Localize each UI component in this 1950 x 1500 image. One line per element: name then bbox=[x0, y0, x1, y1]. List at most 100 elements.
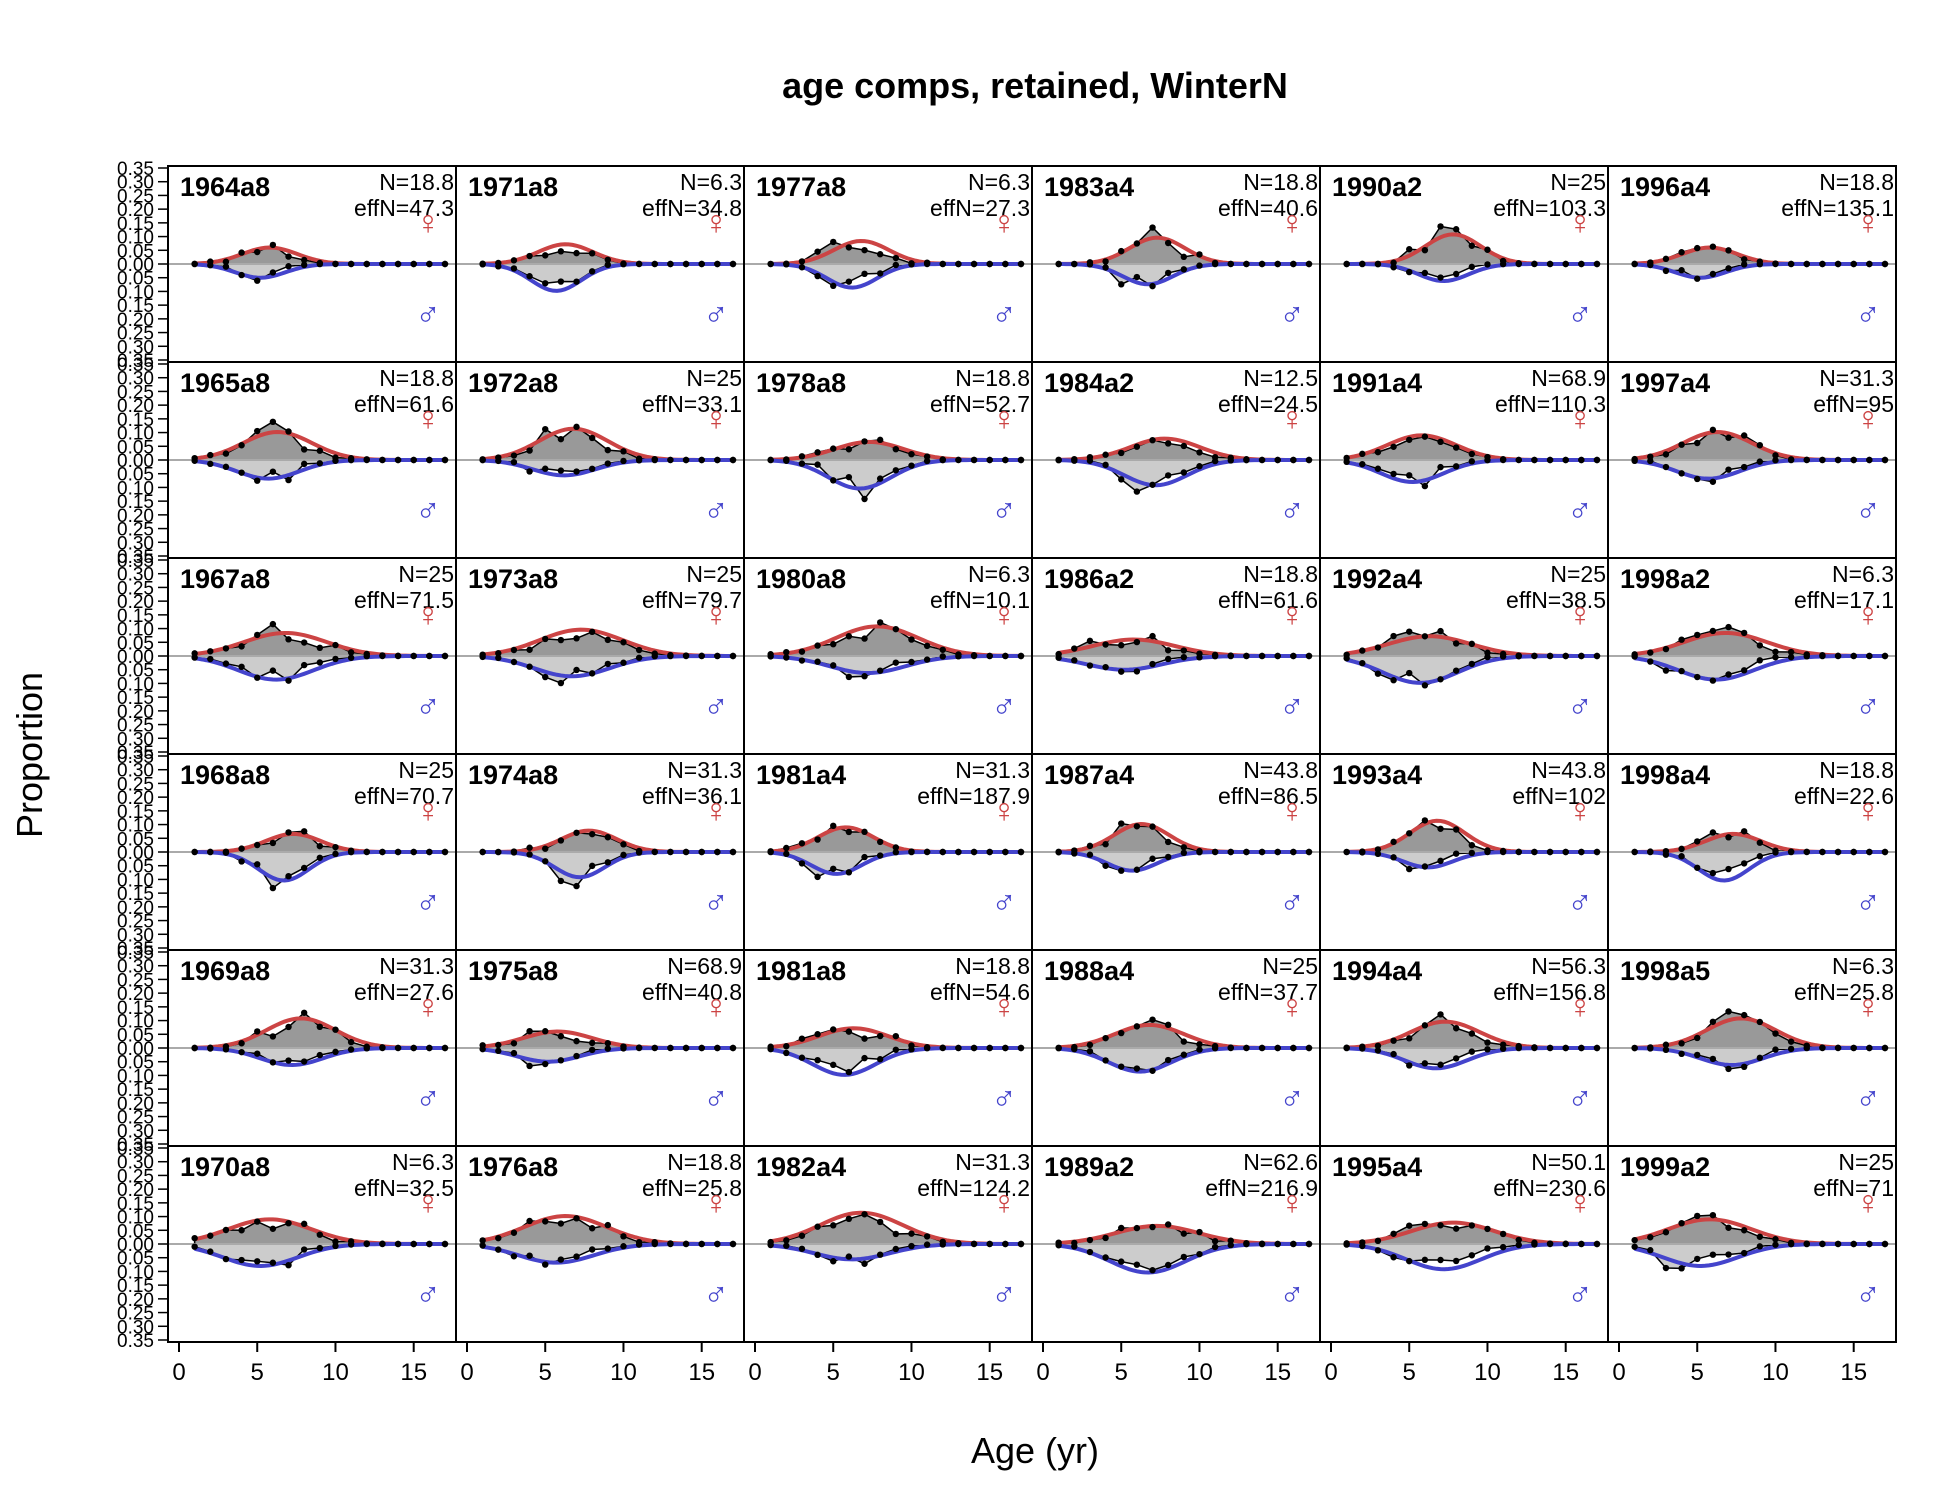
obs-point bbox=[1531, 456, 1538, 464]
obs-point bbox=[542, 1218, 549, 1225]
y-tick-label: 0.10 bbox=[117, 1012, 154, 1033]
obs-point bbox=[1725, 1008, 1732, 1015]
obs-point bbox=[1546, 260, 1554, 268]
obs-point bbox=[1694, 1212, 1701, 1220]
obs-point bbox=[285, 1219, 292, 1227]
obs-point bbox=[1662, 1229, 1670, 1236]
y-tick-label: 0.00 bbox=[117, 1235, 154, 1256]
obs-point bbox=[861, 635, 868, 642]
obs-point bbox=[1017, 1044, 1025, 1052]
chart-title: age comps, retained, WinterN bbox=[782, 65, 1288, 106]
obs-point bbox=[830, 662, 837, 669]
obs-point bbox=[1803, 1044, 1810, 1052]
y-tick-label: 0.30 bbox=[117, 1121, 154, 1142]
obs-point bbox=[300, 1058, 308, 1065]
obs-point bbox=[238, 1227, 245, 1234]
obs-point bbox=[635, 260, 643, 268]
panel-effn: effN=25.8 bbox=[642, 1175, 742, 1201]
obs-point bbox=[798, 1232, 806, 1239]
obs-point bbox=[1593, 1044, 1601, 1052]
obs-point bbox=[510, 257, 518, 264]
obs-point bbox=[876, 1218, 884, 1226]
obs-point bbox=[1133, 1065, 1141, 1072]
obs-point bbox=[426, 1044, 433, 1052]
panel-n: N=18.8 bbox=[1819, 169, 1894, 195]
obs-point bbox=[651, 652, 658, 660]
y-axis-label: Proportion bbox=[9, 672, 50, 838]
obs-point bbox=[1390, 854, 1397, 861]
obs-point bbox=[604, 834, 612, 841]
obs-point bbox=[542, 425, 549, 433]
male-symbol-icon: ♂ bbox=[703, 492, 729, 530]
obs-point bbox=[1709, 270, 1717, 278]
obs-point bbox=[798, 657, 806, 664]
panel-label: 1990a2 bbox=[1332, 172, 1422, 202]
female-symbol-icon: ♀ bbox=[1279, 1184, 1305, 1222]
panel-n: N=18.8 bbox=[955, 365, 1030, 391]
obs-point bbox=[1740, 432, 1748, 439]
obs-point bbox=[557, 1033, 565, 1040]
obs-point bbox=[573, 1215, 580, 1222]
obs-point bbox=[1086, 851, 1094, 858]
obs-point bbox=[1374, 670, 1382, 677]
obs-point bbox=[526, 646, 533, 653]
obs-point bbox=[861, 1035, 868, 1042]
obs-point bbox=[1437, 1256, 1444, 1264]
obs-point bbox=[1086, 457, 1094, 464]
panel-n: N=25 bbox=[398, 561, 454, 587]
obs-point bbox=[495, 1246, 502, 1253]
obs-point bbox=[798, 840, 806, 847]
obs-point bbox=[861, 1260, 868, 1267]
obs-point bbox=[1578, 1240, 1585, 1248]
obs-point bbox=[1374, 1047, 1382, 1054]
x-tick-label: 0 bbox=[1612, 1359, 1625, 1386]
obs-point bbox=[1133, 668, 1141, 675]
obs-point bbox=[300, 446, 308, 453]
obs-point bbox=[1694, 439, 1701, 447]
obs-point bbox=[285, 476, 292, 484]
panel-n: N=25 bbox=[686, 365, 742, 391]
female-symbol-icon: ♀ bbox=[1567, 1184, 1593, 1222]
obs-point bbox=[1149, 1223, 1156, 1231]
obs-point bbox=[986, 1240, 993, 1248]
obs-point bbox=[1437, 627, 1444, 635]
obs-point bbox=[207, 655, 214, 663]
obs-point bbox=[347, 1046, 355, 1053]
expected-male-line bbox=[1058, 1242, 1309, 1275]
obs-point bbox=[667, 456, 674, 464]
obs-point bbox=[573, 829, 580, 836]
obs-point bbox=[1086, 1248, 1094, 1256]
obs-point bbox=[588, 1246, 596, 1253]
obs-point bbox=[479, 1237, 486, 1244]
obs-point bbox=[510, 265, 518, 272]
female-symbol-icon: ♀ bbox=[1567, 204, 1593, 242]
female-symbol-icon: ♀ bbox=[1567, 596, 1593, 634]
obs-point bbox=[1406, 1257, 1413, 1265]
obs-point bbox=[1211, 260, 1219, 268]
obs-point bbox=[207, 451, 214, 459]
male-symbol-icon: ♂ bbox=[1279, 884, 1305, 922]
female-symbol-icon: ♀ bbox=[1855, 792, 1881, 830]
obs-point bbox=[1243, 260, 1250, 268]
y-tick-label: 0.35 bbox=[117, 551, 154, 572]
obs-point bbox=[1772, 654, 1779, 661]
obs-point bbox=[1071, 260, 1078, 268]
obs-point bbox=[1678, 845, 1685, 853]
obs-point bbox=[479, 1242, 486, 1249]
obs-point bbox=[604, 1245, 612, 1252]
obs-point bbox=[542, 465, 549, 472]
obs-point bbox=[1593, 260, 1601, 268]
male-symbol-icon: ♂ bbox=[1279, 296, 1305, 334]
obs-point bbox=[1305, 848, 1313, 856]
y-tick-label: 0.05 bbox=[117, 829, 154, 850]
obs-point bbox=[845, 1068, 853, 1076]
obs-point bbox=[635, 1241, 643, 1248]
obs-point bbox=[698, 260, 705, 268]
y-tick-label: 0.15 bbox=[117, 492, 154, 513]
obs-point bbox=[1452, 1025, 1460, 1032]
obs-point bbox=[1468, 841, 1476, 849]
obs-point bbox=[1546, 1044, 1554, 1052]
obs-point bbox=[1180, 1051, 1188, 1058]
female-symbol-icon: ♀ bbox=[1567, 400, 1593, 438]
